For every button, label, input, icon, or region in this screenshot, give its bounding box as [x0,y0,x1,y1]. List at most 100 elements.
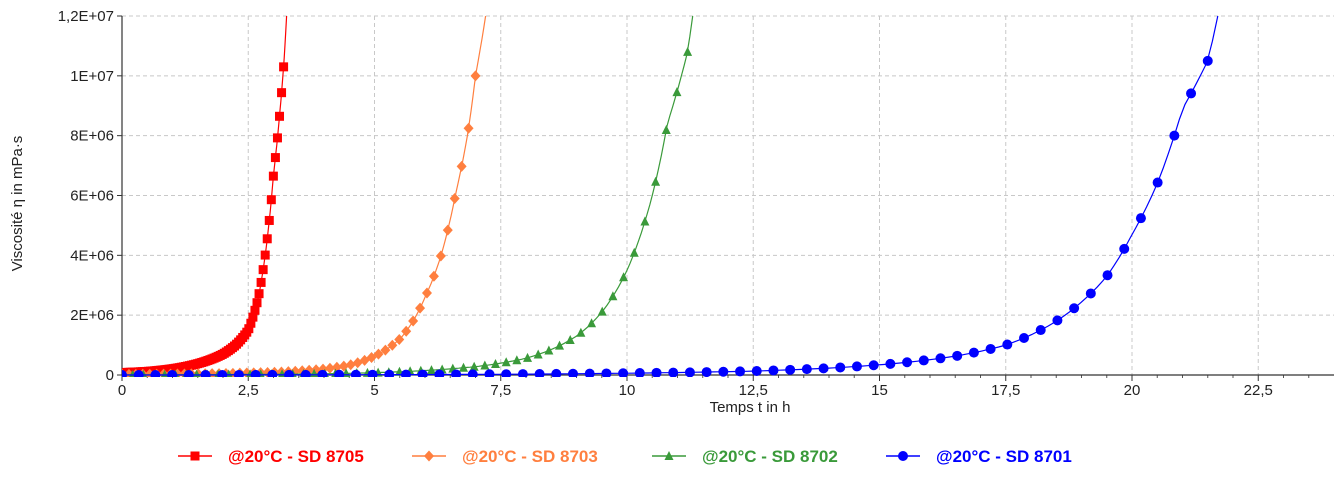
data-point [544,345,554,355]
data-point [451,369,462,377]
data-point [258,265,268,275]
y-tick-label: 4E+06 [70,247,114,264]
data-point [555,340,565,350]
data-point [167,369,178,377]
data-point [275,111,285,121]
data-point [463,122,474,134]
legend-marker [424,450,434,462]
data-point [133,369,144,377]
data-point [501,369,512,377]
data-point [264,215,274,225]
data-point [517,369,528,377]
data-point [467,369,478,377]
data-point [262,234,272,244]
data-point [629,247,639,257]
data-point [272,133,282,143]
data-point [260,250,270,260]
data-point [1119,243,1130,254]
data-point [968,347,979,358]
data-point [601,368,612,377]
x-tick-label: 2,5 [238,382,259,399]
data-point [456,160,467,172]
y-tick-label: 8E+06 [70,128,114,145]
legend-marker [664,451,674,460]
data-point [252,298,262,308]
data-point [415,302,426,314]
data-point [442,224,453,236]
data-point [1019,332,1030,343]
data-point [480,360,490,370]
data-point [523,352,533,362]
data-point [350,369,361,377]
x-tick-label: 15 [871,382,888,399]
data-point [268,171,278,181]
legend-item-4: @20°C - SD 8701 [886,447,1072,466]
data-point [250,369,261,377]
data-point [568,368,579,377]
data-point [279,62,289,72]
data-point [918,355,929,366]
data-point [277,88,287,98]
data-point [851,361,862,372]
y-tick-label: 0 [106,367,114,384]
data-point [551,368,562,377]
data-point [246,318,256,328]
data-point [651,176,661,186]
data-point [512,355,522,365]
data-point [701,367,712,377]
data-point [122,370,127,377]
data-point [835,362,846,373]
data-point [491,358,501,368]
data-point [458,362,468,372]
data-point [254,289,264,299]
data-point [435,250,446,262]
data-point [952,350,963,361]
data-point [668,367,679,377]
legend: @20°C - SD 8705 @20°C - SD 8703 @20°C - SD… [178,447,1072,466]
data-point [587,318,597,328]
y-tick-label: 1E+07 [70,68,114,85]
data-point [619,272,629,282]
data-point [256,277,266,287]
data-point [651,367,662,377]
data-point [233,369,244,377]
data-point [672,87,682,97]
data-point [576,327,586,337]
data-point [1152,177,1163,188]
data-point [718,366,729,377]
data-point [618,368,629,377]
series-layer [122,15,1219,377]
data-point [250,305,260,315]
x-tick-label: 5 [370,382,378,399]
data-point [985,343,996,354]
legend-label: @20°C - SD 8701 [936,447,1072,466]
data-point [284,369,295,377]
data-point [768,365,779,376]
data-point [501,357,511,367]
data-point [380,344,391,356]
data-point [400,369,411,377]
data-point [244,324,254,334]
data-point [484,369,495,377]
data-point [584,368,595,377]
legend-marker [898,451,908,461]
data-point [300,369,311,377]
data-point [1069,303,1080,314]
x-tick-label: 22,5 [1244,382,1273,399]
data-point [317,369,328,377]
legend-item-2: @20°C - SD 8703 [412,447,598,466]
data-point [183,369,194,377]
data-point [1102,270,1113,281]
data-point [885,358,896,369]
x-tick-label: 20 [1124,382,1141,399]
data-point [1135,213,1146,224]
data-point [751,366,762,377]
series-4 [122,15,1219,377]
data-point [735,366,746,377]
data-point [217,369,228,377]
data-point [785,364,796,375]
series-3 [122,15,694,377]
data-point [469,361,479,371]
data-point [200,369,211,377]
data-point [417,369,428,377]
